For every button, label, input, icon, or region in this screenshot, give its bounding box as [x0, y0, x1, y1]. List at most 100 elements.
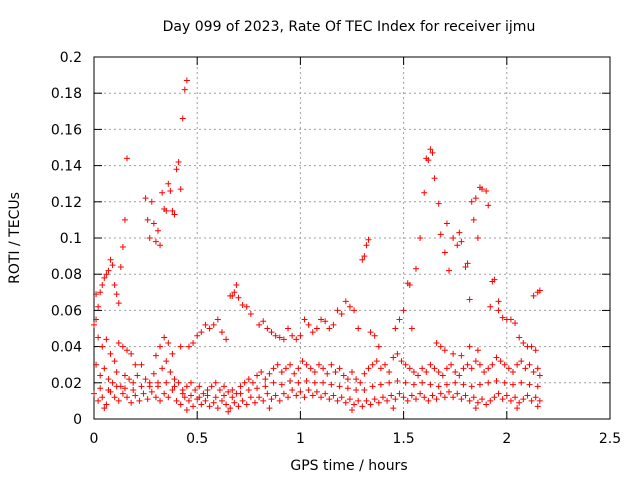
data-point [324, 370, 331, 377]
data-point [431, 175, 438, 182]
data-point [349, 368, 355, 375]
y-tick-label: 0.06 [51, 303, 82, 319]
chart-title: Day 099 of 2023, Rate Of TEC Index for r… [163, 19, 536, 35]
data-point [344, 376, 351, 383]
data-point [285, 394, 292, 401]
data-point [183, 77, 190, 84]
data-point [516, 334, 523, 341]
data-point [93, 361, 100, 368]
data-point [190, 403, 197, 410]
data-point [91, 390, 97, 397]
data-point [181, 394, 188, 401]
data-point [289, 387, 296, 394]
data-point [97, 289, 104, 296]
data-point [495, 390, 502, 397]
data-point [357, 379, 364, 386]
data-point [225, 388, 232, 395]
data-point [157, 397, 164, 404]
data-point [229, 387, 236, 394]
data-point [206, 325, 213, 332]
data-point [185, 343, 192, 350]
data-point [183, 383, 190, 390]
data-point [435, 368, 442, 375]
data-point [361, 253, 368, 260]
y-tick-label: 0.14 [51, 159, 82, 175]
data-point [179, 115, 186, 122]
data-point [394, 377, 401, 384]
data-point [303, 377, 310, 384]
data-point [297, 332, 304, 339]
data-point [99, 282, 106, 289]
data-point [318, 316, 325, 323]
data-point [210, 321, 217, 328]
data-point [121, 216, 128, 223]
data-point [171, 376, 178, 383]
data-point [115, 339, 122, 346]
data-point [334, 307, 341, 314]
data-point [474, 347, 481, 354]
data-point [223, 336, 230, 343]
data-point [429, 149, 436, 156]
data-point [365, 365, 372, 372]
data-point [377, 381, 384, 388]
data-point [375, 399, 382, 406]
data-point [107, 350, 114, 357]
data-point [163, 379, 170, 386]
data-point [371, 332, 378, 339]
data-point [464, 361, 471, 368]
data-point [303, 361, 310, 368]
data-point [237, 390, 244, 397]
data-point [165, 180, 172, 187]
data-point [221, 392, 228, 399]
data-point [493, 377, 500, 384]
data-point [206, 403, 213, 410]
data-point [173, 166, 180, 173]
data-point [169, 350, 176, 357]
data-point [138, 361, 145, 368]
data-point [528, 343, 535, 350]
data-point [169, 387, 176, 394]
data-point [322, 318, 329, 325]
data-point [390, 354, 397, 361]
data-point [415, 372, 422, 379]
data-point [532, 347, 539, 354]
data-point [262, 383, 269, 390]
data-point [408, 325, 415, 332]
data-point [446, 388, 453, 395]
data-point [192, 387, 199, 394]
data-point [336, 383, 343, 390]
axis-ticks [93, 56, 611, 420]
data-point [260, 397, 267, 404]
data-point [355, 325, 362, 332]
data-point [419, 379, 426, 386]
data-point [150, 370, 157, 377]
data-point [344, 385, 351, 392]
data-point [227, 405, 234, 412]
data-point [363, 397, 370, 404]
data-point [388, 392, 395, 399]
data-point [495, 307, 502, 314]
data-point [247, 394, 254, 401]
data-point [237, 383, 244, 390]
data-point [243, 303, 250, 310]
data-point [177, 401, 184, 408]
data-point [295, 379, 302, 386]
data-point [472, 405, 479, 412]
data-point [167, 368, 174, 375]
data-point [351, 401, 358, 408]
data-point [369, 361, 376, 368]
data-point [365, 236, 372, 243]
data-point [326, 325, 333, 332]
tick-labels: 0 0.02 0.04 0.06 0.08 0.1 0.12 0.14 0.16 0.18 0.2 0… [51, 50, 621, 447]
data-point [503, 316, 510, 323]
data-point [373, 358, 380, 365]
data-point [204, 387, 211, 394]
data-point [196, 383, 203, 390]
data-point [483, 187, 490, 194]
data-point [113, 368, 120, 375]
data-point [359, 403, 366, 410]
y-tick-label: 0.18 [51, 86, 82, 102]
data-point [468, 365, 475, 372]
data-point [408, 392, 415, 399]
